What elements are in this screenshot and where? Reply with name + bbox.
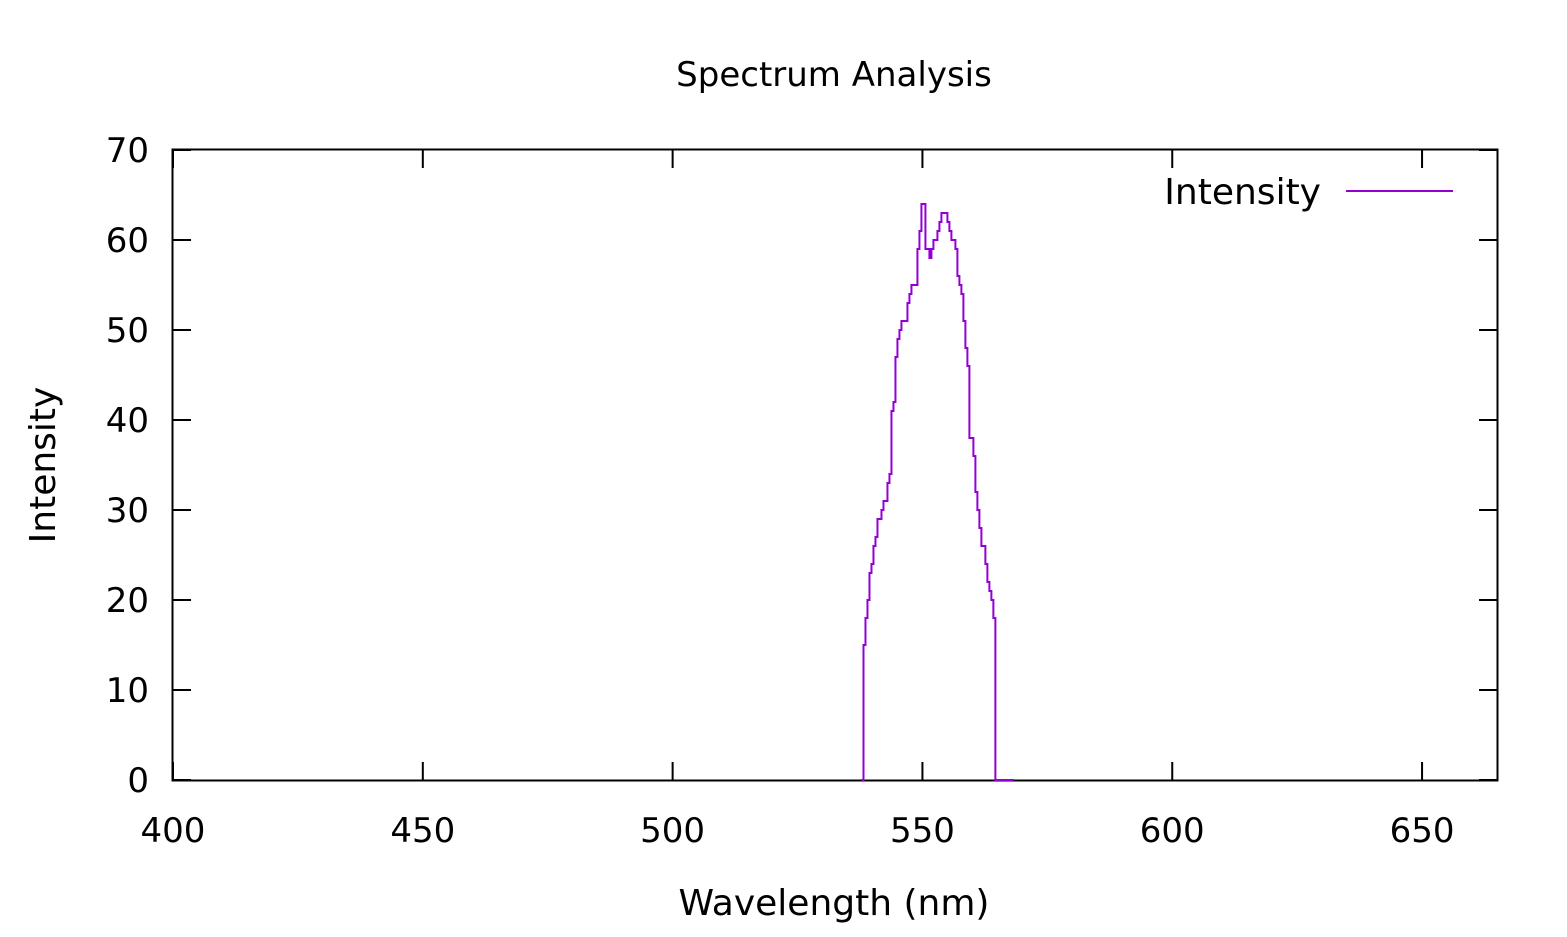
- series-line-intensity: [861, 203, 1014, 781]
- x-axis: 400 450 500 550 600 650: [141, 150, 1455, 851]
- y-axis-title: Intensity: [23, 387, 64, 544]
- x-tick-label: 400: [141, 811, 206, 851]
- y-tick-label: 70: [106, 131, 149, 171]
- y-tick-label: 0: [127, 761, 149, 801]
- chart-title: Spectrum Analysis: [676, 55, 992, 95]
- x-tick-label: 600: [1140, 811, 1205, 851]
- y-axis: 0 10 20 30 40 50 60 70: [106, 131, 1497, 801]
- legend: Intensity: [1164, 172, 1453, 213]
- y-tick-label: 10: [106, 671, 149, 711]
- y-tick-label: 50: [106, 311, 149, 351]
- y-tick-label: 60: [106, 221, 149, 261]
- x-tick-label: 650: [1390, 811, 1455, 851]
- y-tick-label: 40: [106, 401, 149, 441]
- x-tick-label: 450: [390, 811, 455, 851]
- x-axis-title: Wavelength (nm): [679, 883, 990, 924]
- x-tick-label: 550: [890, 811, 955, 851]
- series-layer: [861, 203, 1014, 781]
- y-tick-label: 30: [106, 491, 149, 531]
- plot-area-border: [171, 148, 1499, 782]
- y-tick-label: 20: [106, 581, 149, 621]
- x-tick-label: 500: [640, 811, 705, 851]
- legend-label: Intensity: [1164, 172, 1321, 213]
